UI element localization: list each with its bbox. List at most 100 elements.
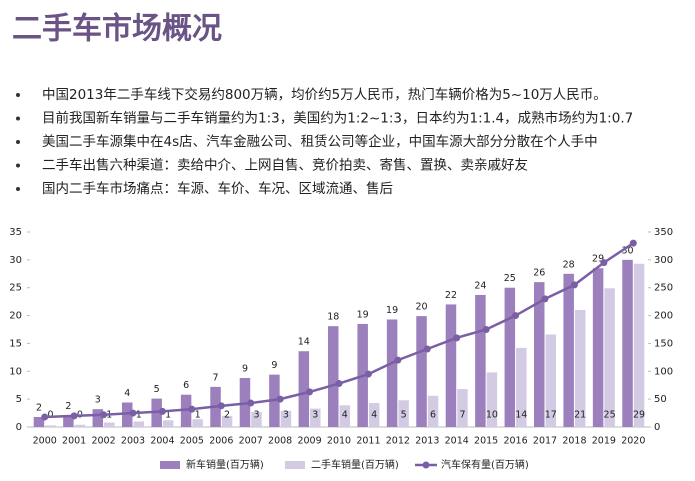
bar (104, 422, 115, 427)
legend-marker (422, 461, 430, 469)
data-label: 28 (563, 259, 575, 270)
data-label: 6 (183, 380, 189, 391)
x-tick-label: 2004 (150, 436, 174, 447)
data-label: 30 (621, 245, 633, 256)
y2-tick-label: 250 (654, 283, 673, 294)
line-point (188, 405, 196, 413)
bar (92, 409, 104, 427)
line-point (158, 407, 166, 415)
bullet-dot (16, 187, 20, 191)
legend-swatch (285, 461, 305, 469)
line-point (423, 345, 431, 353)
y2-tick-label: 150 (654, 338, 673, 349)
bar (74, 424, 86, 427)
bar (122, 402, 133, 427)
bar (633, 263, 645, 427)
x-tick-label: 2016 (503, 436, 527, 447)
line-point (482, 326, 490, 333)
bar (545, 334, 556, 427)
x-tick-label: 2000 (33, 436, 57, 447)
legend-swatch (160, 461, 180, 469)
data-label: 3 (283, 410, 289, 421)
y-tick-label: 10 (9, 366, 22, 377)
bar (45, 425, 56, 427)
bar (328, 326, 339, 427)
bar (280, 410, 292, 427)
data-label: 17 (545, 410, 557, 421)
y2-tick-label: 200 (654, 311, 673, 322)
data-label: 4 (124, 388, 130, 399)
y-tick-label: 15 (9, 338, 22, 349)
x-tick-label: 2003 (121, 436, 145, 447)
bar (33, 416, 45, 427)
data-label: 1 (165, 410, 171, 421)
line-point (512, 312, 520, 320)
data-label: 22 (445, 290, 457, 301)
bullet-dot (16, 163, 20, 168)
data-label: 19 (357, 309, 369, 320)
bar (622, 259, 633, 427)
x-tick-label: 2011 (356, 436, 380, 447)
x-tick-label: 2015 (474, 436, 498, 447)
bar (486, 372, 498, 427)
data-label: 19 (386, 305, 398, 316)
bullet-text: 国内二手车市场痛点：车源、车价、车况、区域流通、售后 (42, 180, 393, 197)
bar (298, 351, 310, 427)
y-tick-label: 20 (9, 311, 22, 322)
x-tick-label: 2010 (327, 436, 351, 447)
data-label: 5 (154, 384, 160, 395)
bullets: 中国2013年二手车线下交易约800万辆，均价约5万人民币，热门车辆价格为5~1… (16, 86, 633, 197)
x-tick-label: 2013 (415, 436, 439, 447)
x-tick-label: 2012 (386, 436, 410, 447)
data-label: 7 (459, 410, 465, 421)
bar (416, 316, 427, 427)
line-point (335, 380, 343, 388)
legend-label: 二手车销量(百万辆) (311, 458, 399, 471)
y-tick-label: 35 (9, 227, 22, 238)
data-label: 26 (533, 268, 545, 279)
y2-tick-label: 100 (654, 366, 673, 377)
data-label: 18 (327, 312, 339, 323)
bar (162, 420, 174, 427)
data-label: 0 (47, 410, 53, 421)
data-label: 5 (401, 410, 407, 421)
x-tick-label: 2014 (445, 436, 469, 447)
line-point (247, 399, 255, 407)
y-tick-label: 25 (9, 283, 22, 294)
data-label: 1 (136, 410, 142, 421)
bar (368, 403, 380, 427)
bullet-text: 二手车出售六种渠道：卖给中介、上网自售、竞价拍卖、寄售、置换、卖亲戚好友 (42, 157, 528, 174)
bar (63, 415, 74, 427)
line-point (570, 281, 578, 289)
bar (604, 288, 615, 427)
data-label: 6 (430, 410, 436, 421)
bar (221, 415, 233, 427)
bullet-text: 美国二手车源集中在4s店、汽车金融公司、租赁公司等企业，中国车源大部分分散在个人… (42, 133, 598, 150)
x-tick-label: 2001 (62, 436, 86, 447)
bar (563, 273, 574, 427)
data-label: 3 (95, 395, 101, 406)
data-label: 7 (213, 372, 219, 383)
bar (386, 319, 398, 427)
data-label: 29 (592, 254, 604, 265)
x-tick-label: 2019 (592, 436, 616, 447)
legend-label: 汽车保有量(百万辆) (441, 458, 529, 471)
data-label: 25 (504, 273, 516, 284)
y-tick-label: 5 (16, 394, 22, 405)
bar (534, 282, 545, 427)
data-label: 1 (195, 410, 201, 421)
line-point (129, 409, 137, 417)
line-point (541, 295, 549, 303)
bar (504, 287, 516, 427)
bullet-dot (16, 116, 20, 121)
bar (592, 268, 604, 427)
y-tick-label: 0 (16, 422, 22, 433)
bar (339, 405, 350, 427)
data-label: 24 (474, 280, 486, 291)
data-label: 4 (342, 410, 348, 421)
x-tick-label: 2006 (209, 436, 233, 447)
data-label: 3 (253, 410, 259, 421)
x-tick-label: 2002 (91, 436, 115, 447)
slide-title: 二手车市场概况 (12, 12, 222, 47)
